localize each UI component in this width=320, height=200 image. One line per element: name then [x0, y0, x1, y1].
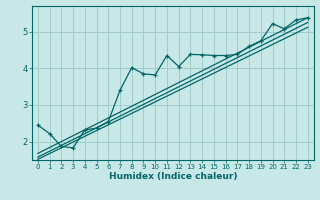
X-axis label: Humidex (Indice chaleur): Humidex (Indice chaleur) [108, 172, 237, 181]
